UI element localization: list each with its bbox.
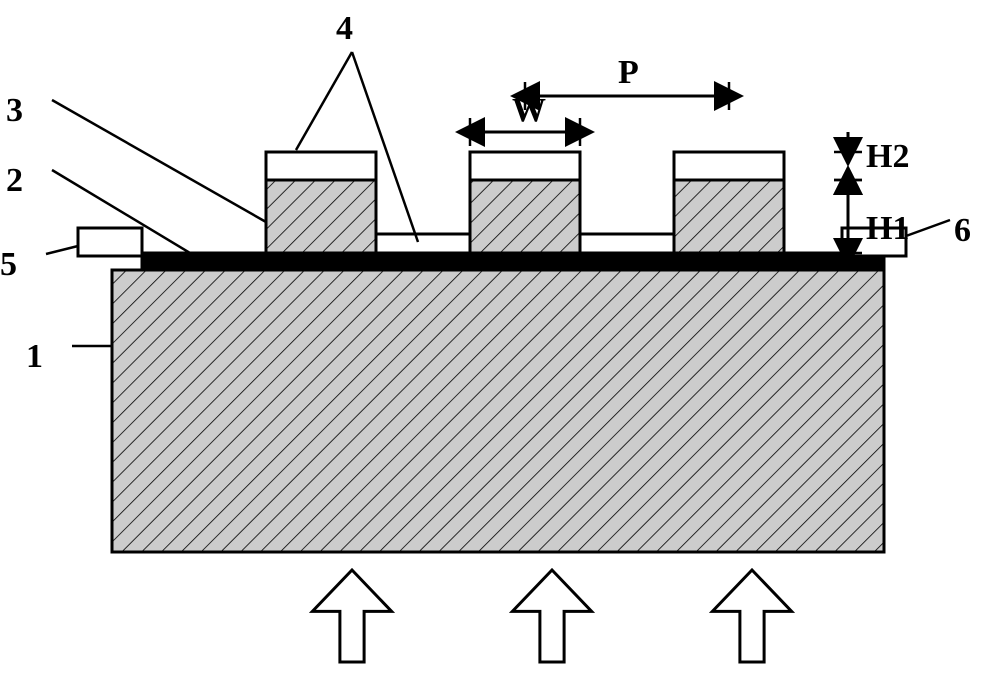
input-arrow xyxy=(712,570,791,662)
trough-4 xyxy=(376,234,470,253)
input-arrow xyxy=(312,570,391,662)
pillar-3 xyxy=(674,180,784,253)
callout-3-label: 3 xyxy=(6,92,23,130)
callout-4-label: 4 xyxy=(336,10,353,48)
callout-5-leader xyxy=(46,246,78,254)
callout-5-label: 5 xyxy=(0,246,17,284)
callout-2-label: 2 xyxy=(6,162,23,200)
pillar-3 xyxy=(470,180,580,253)
callout-6-label: 6 xyxy=(954,212,971,250)
dim-p-label: P xyxy=(618,54,639,92)
layer-2 xyxy=(142,253,884,270)
callout-3-leader xyxy=(52,100,266,222)
cap-4 xyxy=(674,152,784,180)
cap-4 xyxy=(266,152,376,180)
trough-4 xyxy=(580,234,674,253)
dim-h1-label: H1 xyxy=(866,210,909,248)
dim-w-label: W xyxy=(512,92,546,130)
callout-4-leader xyxy=(296,52,352,150)
dim-h2-label: H2 xyxy=(866,138,909,176)
pillar-3 xyxy=(266,180,376,253)
cap-4 xyxy=(470,152,580,180)
callout-6-leader xyxy=(906,220,950,236)
electrode-5 xyxy=(78,228,142,256)
input-arrow xyxy=(512,570,591,662)
callout-1-label: 1 xyxy=(26,338,43,376)
substrate-1 xyxy=(112,270,884,552)
